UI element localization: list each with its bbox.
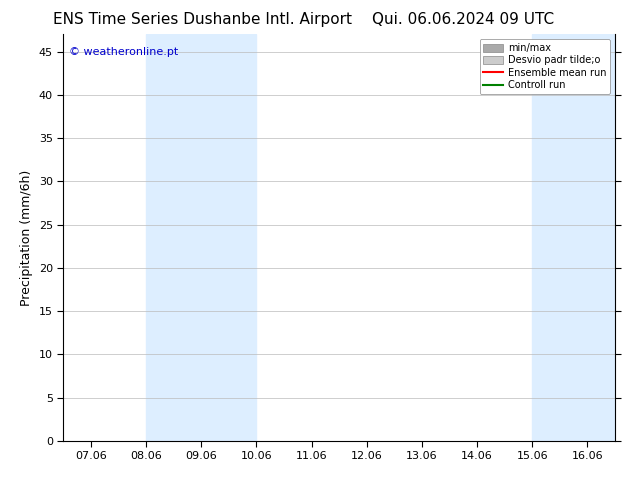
Bar — [533, 34, 615, 441]
Text: ENS Time Series Dushanbe Intl. Airport: ENS Time Series Dushanbe Intl. Airport — [53, 12, 353, 27]
Y-axis label: Precipitation (mm/6h): Precipitation (mm/6h) — [20, 170, 34, 306]
Legend: min/max, Desvio padr tilde;o, Ensemble mean run, Controll run: min/max, Desvio padr tilde;o, Ensemble m… — [479, 39, 610, 94]
Bar — [146, 34, 256, 441]
Text: © weatheronline.pt: © weatheronline.pt — [69, 47, 178, 56]
Text: Qui. 06.06.2024 09 UTC: Qui. 06.06.2024 09 UTC — [372, 12, 554, 27]
